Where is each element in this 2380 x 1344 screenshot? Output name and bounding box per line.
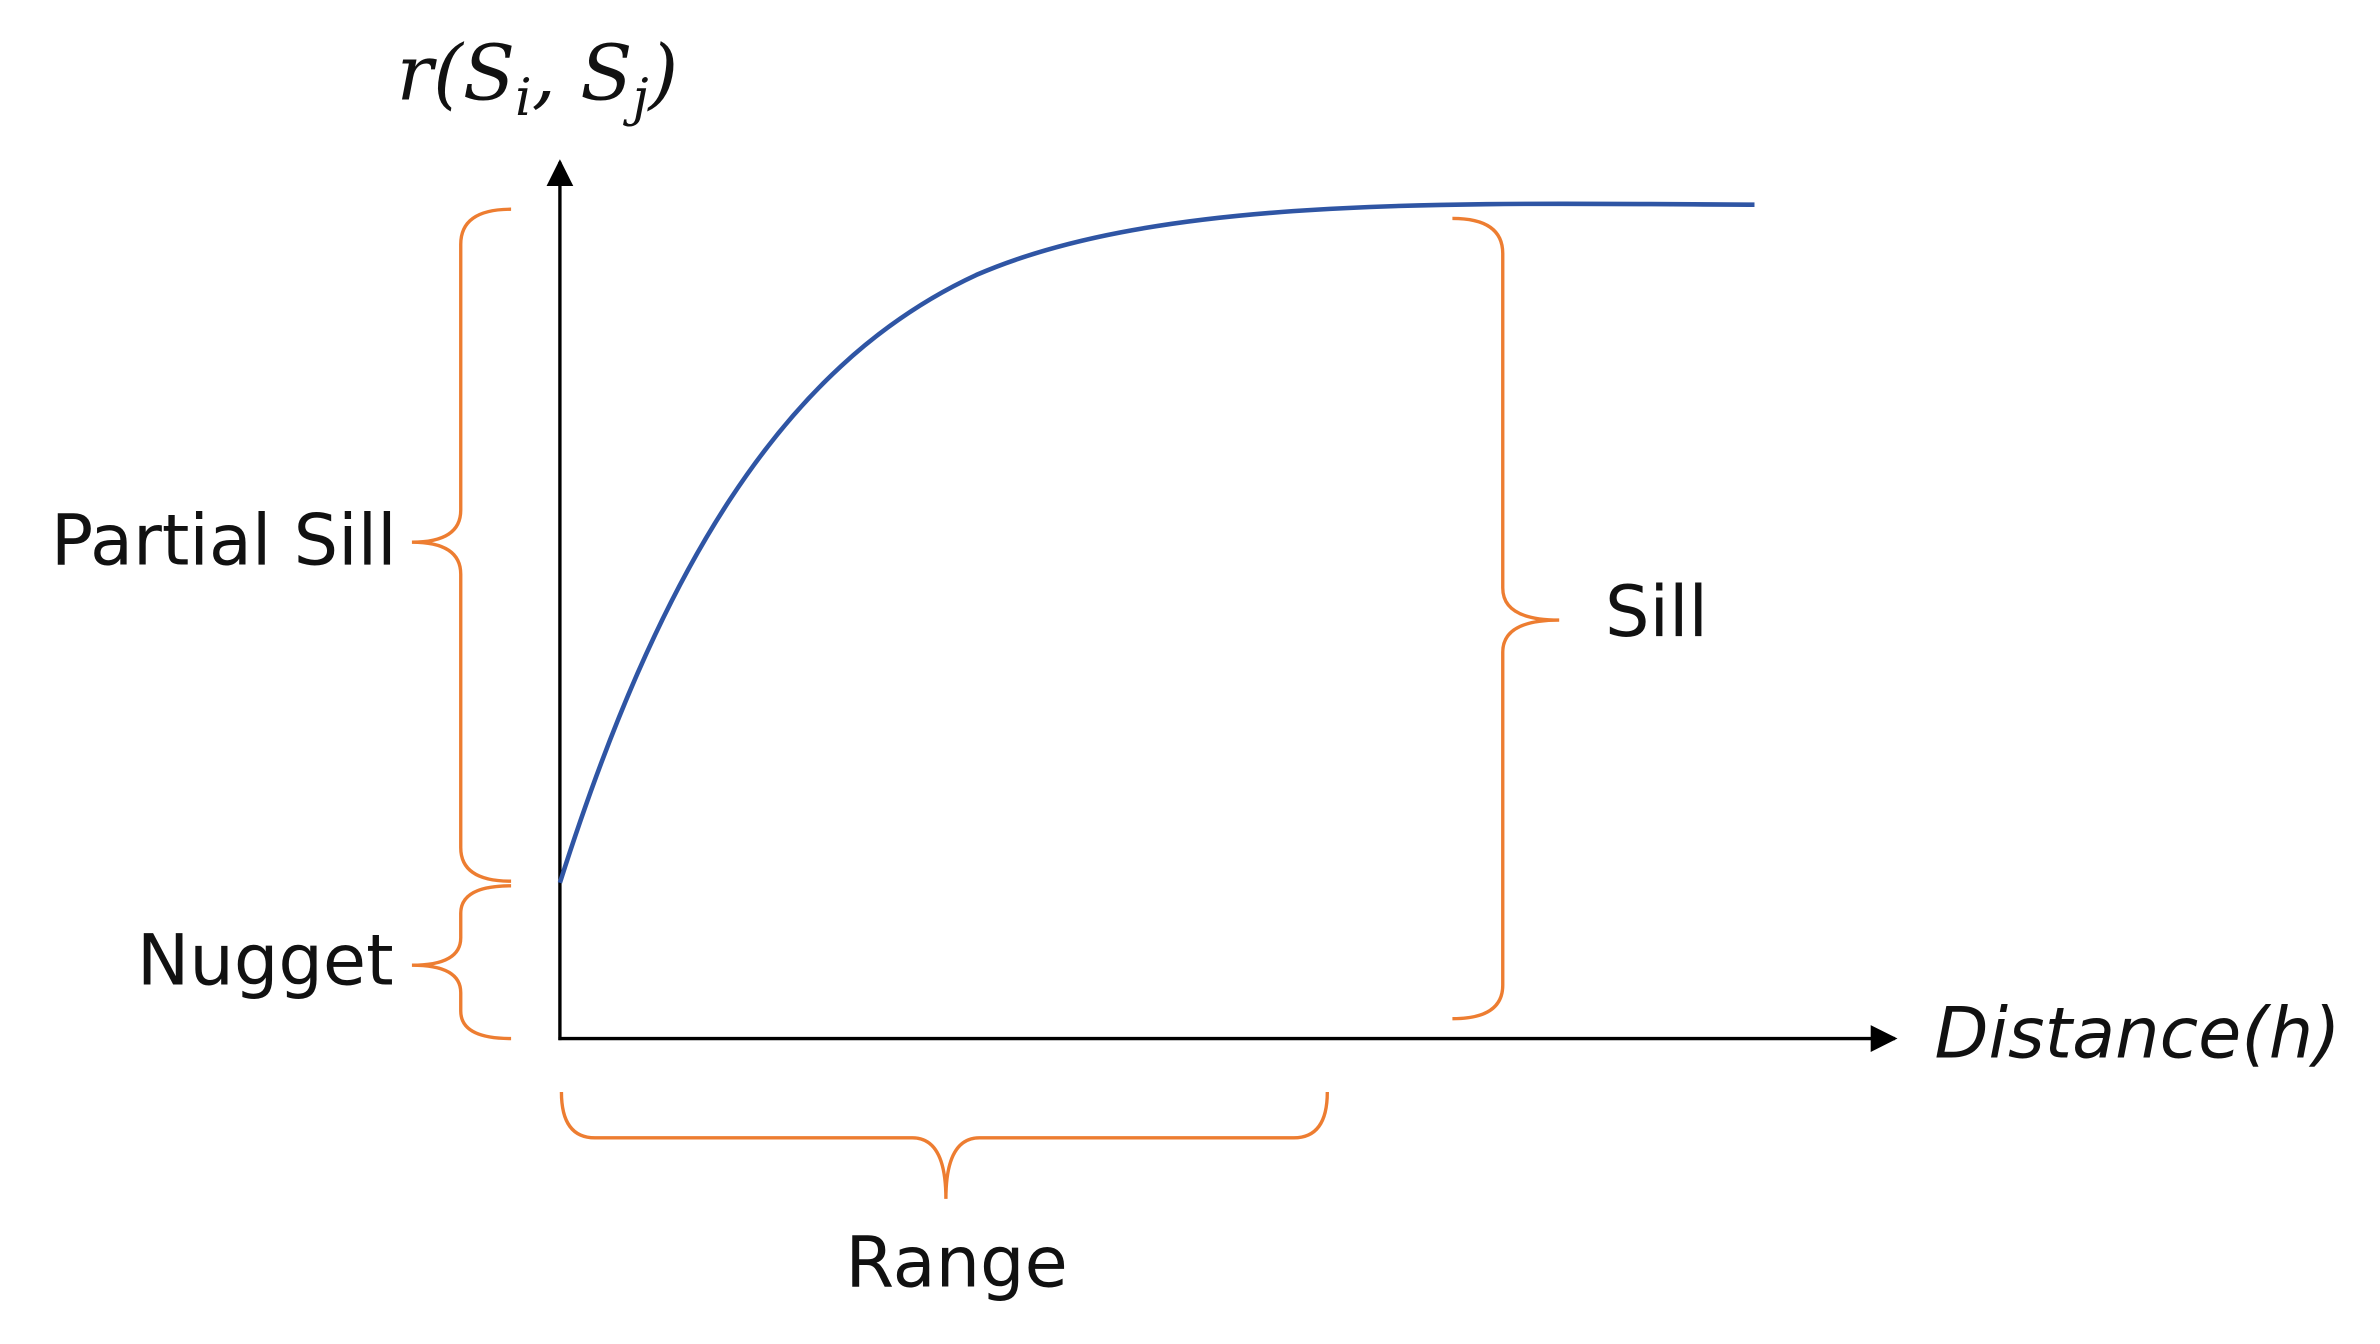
range-brace bbox=[559, 1091, 1329, 1199]
nugget-brace bbox=[411, 884, 512, 1041]
sill-label: Sill bbox=[1605, 571, 1708, 653]
y-axis-label: r(Si, Sj) bbox=[397, 28, 679, 127]
variogram-curve bbox=[557, 201, 1755, 884]
partial-sill-brace bbox=[411, 207, 512, 883]
y-label-subscript: i bbox=[515, 67, 532, 127]
partial-sill-label: Partial Sill bbox=[51, 499, 397, 581]
y-label-part: ) bbox=[647, 28, 679, 117]
range-label: Range bbox=[845, 1222, 1067, 1304]
y-label-part: , S bbox=[532, 28, 633, 117]
sill-brace bbox=[1452, 216, 1560, 1021]
nugget-label: Nugget bbox=[137, 919, 394, 1001]
x-axis-label: Distance(h) bbox=[1935, 993, 2341, 1075]
y-label-part: r(S bbox=[397, 28, 515, 117]
